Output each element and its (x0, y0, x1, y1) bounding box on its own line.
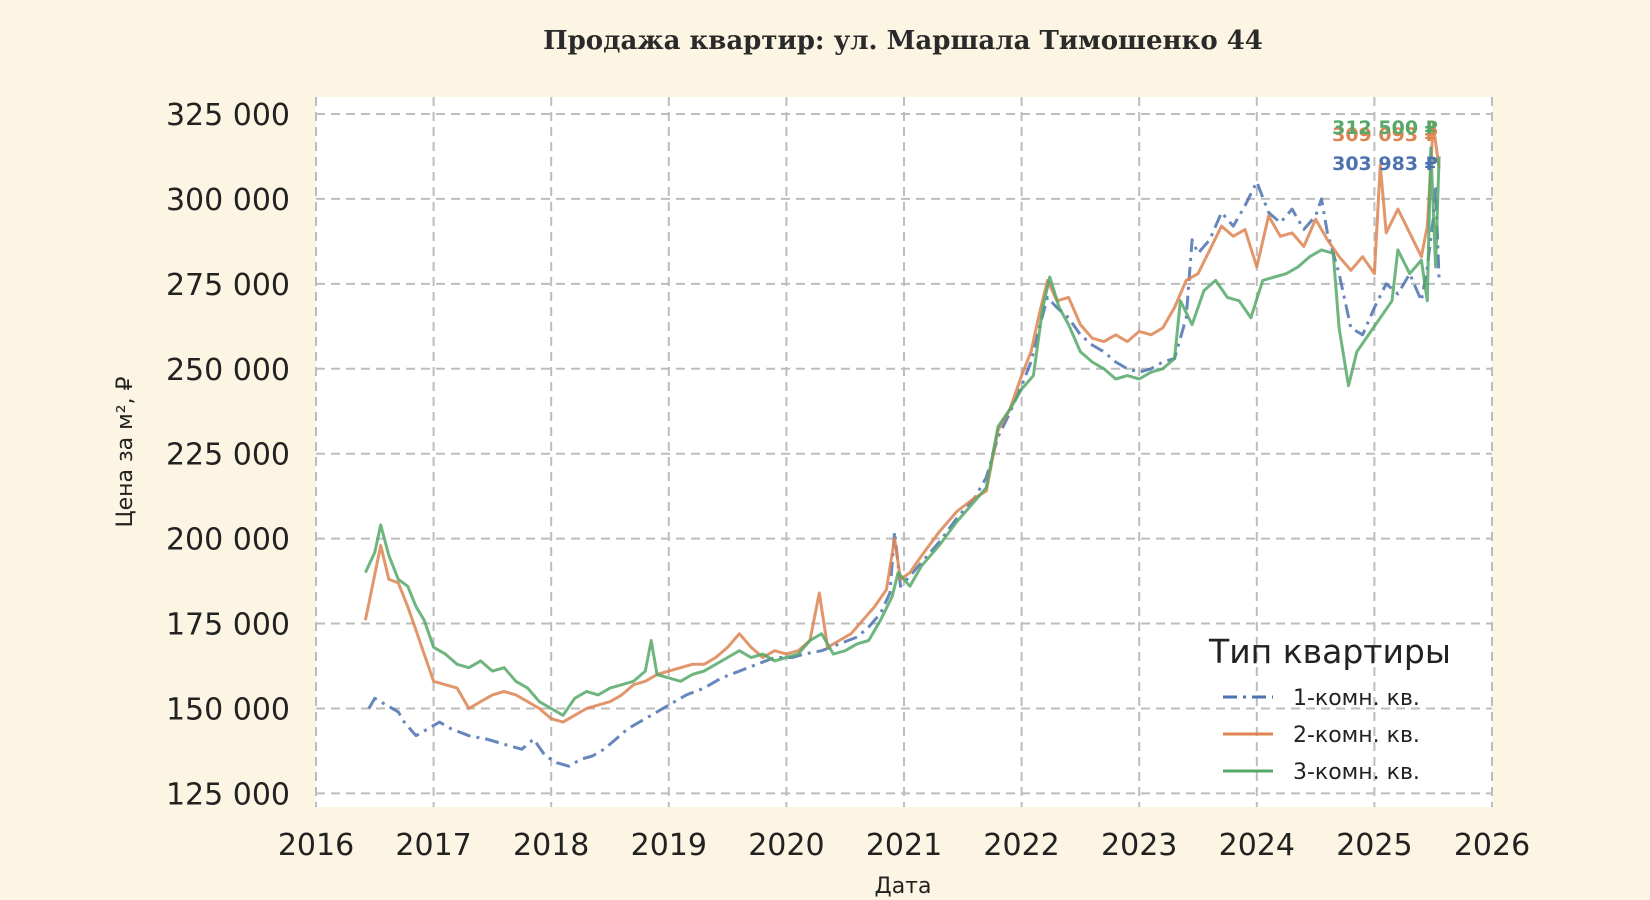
y-tick-label: 150 000 (166, 692, 290, 727)
chart-title: Продажа квартир: ул. Маршала Тимошенко 4… (543, 26, 1263, 56)
x-tick-label: 2026 (1454, 828, 1530, 863)
y-tick-label: 175 000 (166, 608, 290, 643)
legend-label-3: 3-комн. кв. (1293, 760, 1420, 785)
x-tick-label: 2022 (983, 828, 1059, 863)
y-axis-ticks: 125 000 150 000 175 000 200 000 225 000 250 0… (166, 98, 290, 812)
y-axis-label: Цена за м², ₽ (113, 376, 138, 527)
series-lines (363, 122, 1441, 768)
x-axis-label: Дата (875, 874, 932, 899)
x-tick-label: 2021 (866, 828, 942, 863)
y-tick-label: 200 000 (166, 523, 290, 558)
series-line-3 (364, 146, 1441, 717)
x-axis-ticks: 2016 2017 2018 2019 2020 2021 2022 2023 2024 2025… (278, 828, 1530, 863)
y-tick-label: 300 000 (166, 183, 290, 218)
x-tick-label: 2018 (513, 828, 589, 863)
x-tick-label: 2023 (1101, 828, 1177, 863)
series-line-2 (363, 122, 1441, 724)
y-tick-label: 325 000 (166, 98, 290, 133)
y-tick-label: 250 000 (166, 353, 290, 388)
series-line-1 (367, 180, 1441, 768)
series-end-label-3: 312 500 ₽ (1332, 117, 1438, 139)
x-tick-label: 2025 (1336, 828, 1412, 863)
y-tick-label: 275 000 (166, 268, 290, 303)
end-labels: 303 983 ₽ 309 093 ₽312 500 ₽ (1332, 117, 1438, 175)
x-tick-label: 2016 (278, 828, 354, 863)
y-tick-label: 225 000 (166, 438, 290, 473)
legend: Тип квартиры 1-комн. кв. 2-комн. кв. 3-ком… (1208, 632, 1451, 785)
y-tick-label: 125 000 (166, 777, 290, 812)
x-tick-label: 2024 (1219, 828, 1295, 863)
series-end-label-1: 303 983 ₽ (1332, 153, 1438, 175)
legend-label-1: 1-комн. кв. (1293, 686, 1420, 711)
x-tick-label: 2020 (748, 828, 824, 863)
series-end-label-2: 309 093 ₽ (1332, 124, 1438, 146)
x-tick-label: 2017 (395, 828, 471, 863)
x-tick-label: 2019 (631, 828, 707, 863)
legend-title: Тип квартиры (1208, 632, 1451, 671)
legend-label-2: 2-комн. кв. (1293, 723, 1420, 748)
grid (315, 97, 1493, 807)
